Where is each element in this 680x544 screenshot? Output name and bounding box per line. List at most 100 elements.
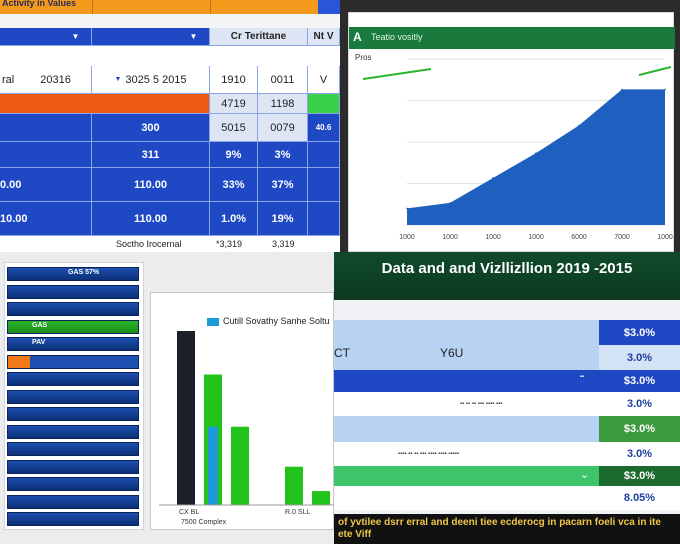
legend-label: Cutill Sovathy Sanhe Soltu (223, 316, 330, 326)
x-axis-label: 7500 Complex (181, 519, 227, 526)
chart-header-bar: A Teatio vositly (349, 27, 675, 49)
x-tick-label: 6000 (571, 234, 587, 241)
table-row[interactable]: 311 9% 3% (0, 142, 340, 168)
x-tick-label: 1000 (442, 234, 458, 241)
sidebar-item[interactable]: PAV (7, 337, 139, 351)
area-chart-panel: A Teatio vositly Pros 1000 1000 1000 1000 60… (340, 0, 680, 252)
x-tick-label: 1000 (485, 234, 501, 241)
sidebar-item[interactable] (7, 442, 139, 456)
table-row[interactable]: ▪▪ ▪▪ ▪▪ ▪▪▪ ▪▪▪▪ ▪▪▪ 3.0% (334, 392, 680, 416)
table-cell: 300 (92, 114, 210, 142)
value-cell: 8.05% (599, 486, 680, 510)
table-row[interactable]: 4719 1198 (0, 94, 340, 114)
table-row[interactable]: ▪▪ $3.0% (334, 370, 680, 392)
table-row[interactable]: 0.00 110.00 33% 37% (0, 168, 340, 202)
highlight-cell (308, 94, 340, 114)
sidebar-item[interactable] (7, 477, 139, 491)
x-tick-label: 1000 (528, 234, 544, 241)
sidebar-item[interactable] (7, 302, 139, 316)
sidebar-item[interactable] (7, 494, 139, 509)
sidebar-item[interactable] (7, 424, 139, 439)
sidebar-item[interactable]: GAS 57% (7, 267, 139, 281)
x-axis-label: R.0 SLL (285, 509, 311, 516)
trend-line (638, 66, 672, 76)
header-text: Teatio vositly (371, 32, 423, 42)
chart-card: A Teatio vositly Pros 1000 1000 1000 1000 60… (348, 12, 675, 252)
value-cell: $3.0% (599, 466, 680, 486)
table-row[interactable]: 300 5015 0079 40.6 (0, 114, 340, 142)
table-cell: 40.6 (308, 114, 340, 142)
table-row[interactable]: ⌄ $3.0% (334, 466, 680, 486)
data-point (449, 202, 451, 204)
table-cell: ▼ 3025 5 2015 (92, 66, 210, 94)
table-cell: 1910 (210, 66, 258, 94)
chevron-down-icon[interactable]: ⌄ (580, 469, 590, 481)
bar (177, 331, 195, 505)
table-row[interactable]: $3.0% (334, 416, 680, 442)
sidebar-item[interactable] (7, 512, 139, 526)
header-cell: Nt V (308, 28, 340, 46)
table-title: Data and and Vizllizllion 2019 -2015 (381, 260, 633, 277)
table-cell: 3% (258, 142, 308, 168)
table-row[interactable]: 8.05% (334, 486, 680, 510)
column-header-accent (318, 0, 340, 14)
x-tick-label: 1000 (657, 234, 673, 241)
x-axis-label: CX BL (179, 509, 200, 516)
column-header: Y6U (440, 346, 464, 360)
sidebar-item-label: GAS (32, 321, 48, 329)
chart-frame: Cutill Sovathy Sanhe Soltu CX BL 7500 Co… (150, 292, 335, 530)
table-cell: ral 20316 (0, 66, 92, 94)
row-label-bar: ⌄ (334, 466, 599, 486)
data-point (406, 207, 408, 210)
sidebar-item[interactable] (7, 284, 139, 299)
column-divider (210, 0, 211, 14)
totals-row: Soctho Irocernal *3,319 3,319 (0, 236, 340, 252)
value-cell: 3.0% (599, 442, 680, 466)
sidebar-item[interactable] (7, 372, 139, 386)
table-row[interactable]: ral 20316 ▼ 3025 5 2015 1910 0011 V (0, 66, 340, 94)
table-row[interactable]: 10.00 110.00 1.0% 19% (0, 202, 340, 236)
sidebar-item[interactable] (7, 389, 139, 404)
legend-swatch (207, 318, 219, 326)
filter-dropdown[interactable]: ▼ (92, 28, 210, 46)
table-cell: 5015 (210, 114, 258, 142)
chevron-down-icon: ▼ (71, 32, 80, 41)
row-label-bar: ▪▪ ▪▪ ▪▪ ▪▪▪ ▪▪▪▪ ▪▪▪ (334, 392, 599, 416)
table-footnote: of yvtilee dsrr erral and deeni tiee ecd… (334, 514, 680, 544)
chart-sub-label: Pros (355, 53, 372, 62)
table-cell: 37% (258, 168, 308, 202)
cell-text: 3025 5 2015 (125, 73, 187, 86)
row-label-bar (334, 416, 599, 442)
cell-text: 20316 (40, 73, 71, 86)
sidebar-item[interactable] (7, 459, 139, 474)
table-cell: V (308, 66, 340, 94)
header-spacer (0, 46, 340, 66)
bar (285, 466, 303, 505)
column-divider (92, 0, 93, 14)
table-cell: 33% (210, 168, 258, 202)
column-header-row (0, 14, 340, 32)
table-cell: 9% (210, 142, 258, 168)
data-point (664, 88, 666, 91)
sidebar-item[interactable] (7, 407, 139, 421)
row-note: ▪▪▪▪ ▪▪ ▪▪ ▪▪▪ ▪▪▪▪ ▪▪▪▪ ▪▪▪▪▪ (398, 451, 460, 457)
value-cell: $3.0% (599, 416, 680, 442)
area-series (407, 89, 665, 225)
table-cell: 0.00 (0, 168, 92, 202)
table-cell: 0011 (258, 66, 308, 94)
bar-chart-panel: GAS 57% GAS PAV Cutill Sovathy Sanhe Soltu… (0, 252, 335, 544)
sidebar-item[interactable] (7, 354, 139, 369)
table-row[interactable]: ▪▪▪▪ ▪▪ ▪▪ ▪▪▪ ▪▪▪▪ ▪▪▪▪ ▪▪▪▪▪ 3.0% (334, 442, 680, 466)
row-note: ▪▪ (580, 374, 585, 380)
sidebar-item[interactable]: GAS (7, 319, 139, 334)
value-cell: 3.0% (599, 345, 680, 370)
bar (231, 426, 249, 505)
value-cell: $3.0% (599, 320, 680, 345)
table-cell: 1198 (258, 94, 308, 114)
table-cell (308, 168, 340, 202)
filter-dropdown[interactable]: ▼ (0, 28, 92, 46)
table-cell (0, 114, 92, 142)
highlight-cell (0, 94, 210, 114)
bar (208, 426, 218, 505)
